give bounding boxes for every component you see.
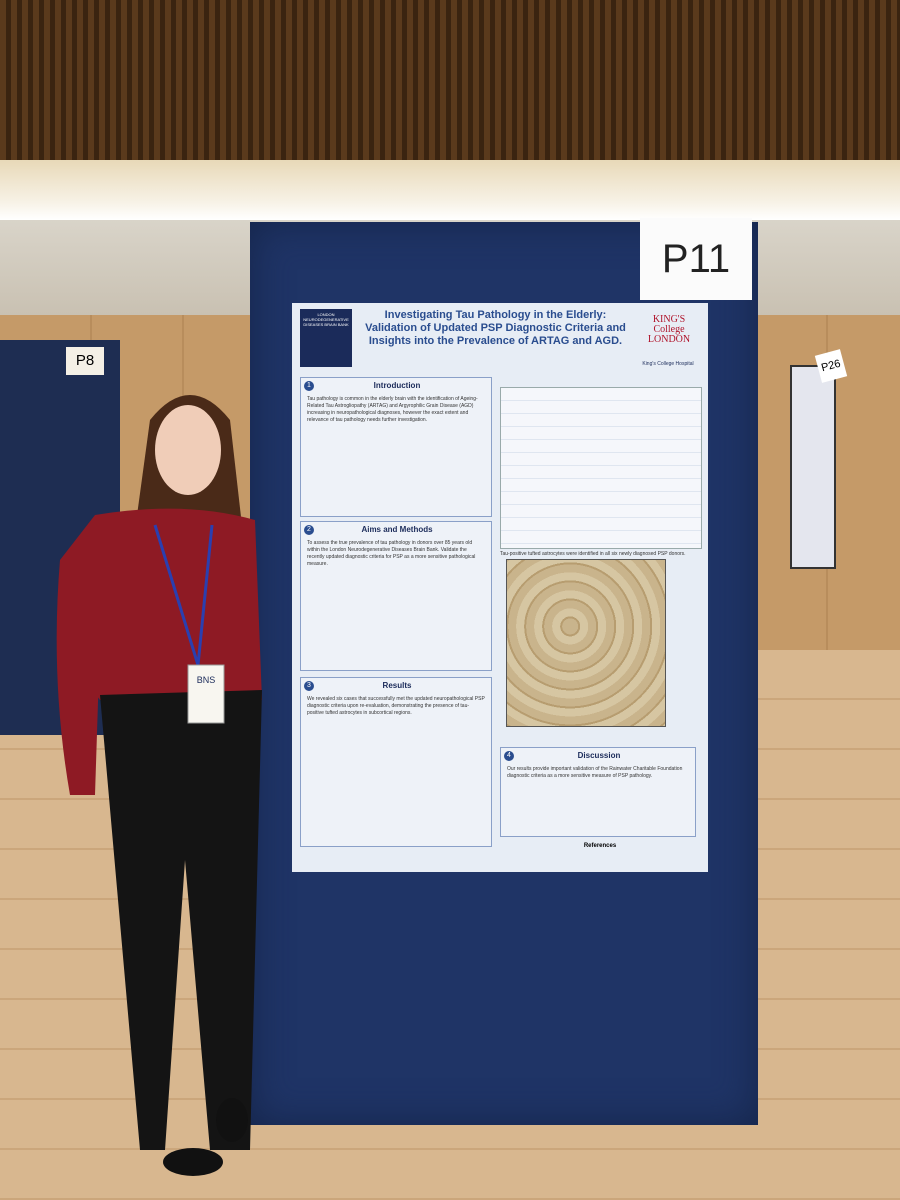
references: References (583, 843, 617, 849)
face (155, 405, 221, 495)
board-sign: P11 (640, 218, 752, 300)
badge (187, 664, 225, 724)
poster: LONDON NEURODEGENERATIVE DISEASES BRAIN … (292, 303, 708, 872)
section-heading: Discussion (577, 751, 621, 760)
badge-text: BNS (197, 675, 216, 685)
light-strip (0, 160, 900, 220)
section-number: 4 (504, 751, 514, 761)
section-heading: Aims and Methods (361, 525, 433, 534)
logo-left: LONDON NEURODEGENERATIVE DISEASES BRAIN … (300, 309, 352, 367)
section: 4 Discussion Our results provide important… (500, 747, 696, 837)
section-text: Our results provide important validation… (507, 766, 683, 779)
shoe (216, 1098, 248, 1142)
logo-right: KING'S College LONDON (637, 315, 701, 345)
section-number: 1 (304, 381, 314, 391)
cardigan (60, 508, 262, 700)
hospital: King's College Hospital (642, 361, 694, 367)
section: 1 Introduction Tau pathology is common in … (300, 377, 492, 517)
section-text: We revealed six cases that successfully … (307, 696, 485, 716)
section: 2 Aims and Methods To assess the true prev… (300, 521, 492, 671)
trousers (100, 690, 262, 1150)
section-number: 2 (304, 525, 314, 535)
data-table (500, 387, 702, 549)
logo-line: College (653, 324, 685, 335)
ceiling (0, 0, 900, 165)
section-heading: Introduction (373, 381, 421, 390)
wall-poster (790, 365, 836, 569)
poster-title: Investigating Tau Pathology in the Elder… (365, 309, 626, 347)
logo-line: LONDON (647, 334, 691, 345)
left-board-sign: P8 (66, 347, 104, 375)
section-heading: Results (382, 681, 412, 690)
section: 3 Results We revealed six cases that succe… (300, 677, 492, 847)
shoe (163, 1148, 223, 1176)
section-number: 3 (304, 681, 314, 691)
section-text: Tau pathology is common in the elderly b… (307, 396, 478, 423)
section-text: To assess the true prevalence of tau pat… (307, 540, 476, 567)
figure-caption: Tau-positive tufted astrocytes were iden… (500, 551, 686, 557)
logo-line: KING'S (652, 314, 686, 325)
left-arm (56, 560, 100, 795)
histology-image (506, 559, 666, 727)
